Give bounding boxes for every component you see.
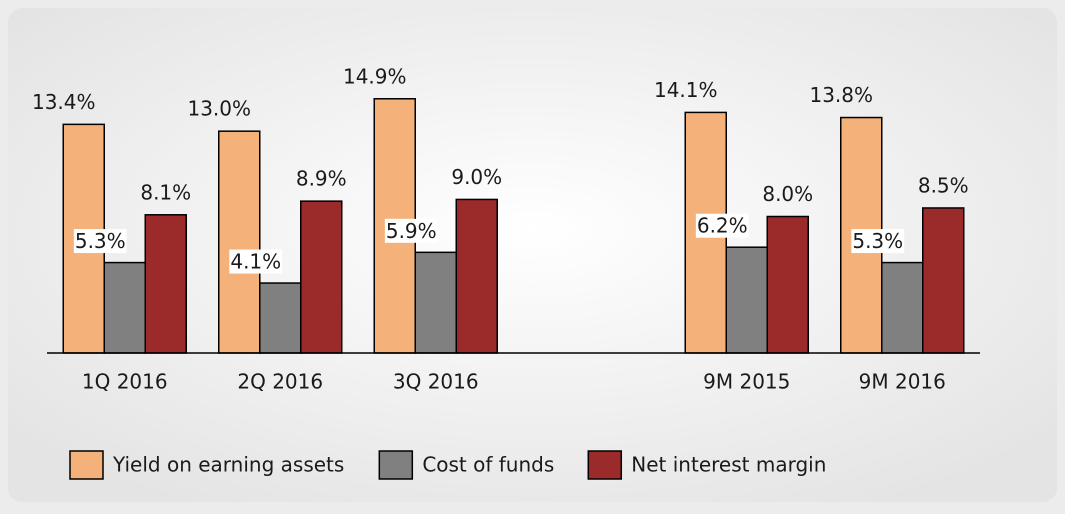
- value-label: 13.8%: [809, 83, 873, 107]
- legend-label: Net interest margin: [631, 453, 826, 477]
- value-label: 6.2%: [697, 214, 748, 238]
- value-label: 5.3%: [852, 229, 903, 253]
- x-tick-label: 9M 2016: [859, 370, 946, 394]
- legend-swatch: [587, 450, 623, 480]
- bar: [455, 198, 498, 354]
- x-tick-label: 1Q 2016: [82, 370, 168, 394]
- legend-label: Yield on earning assets: [112, 453, 344, 477]
- x-tick-label: 2Q 2016: [237, 370, 323, 394]
- panel: [8, 8, 1057, 502]
- legend-swatch: [378, 450, 414, 480]
- value-label: 14.1%: [654, 78, 718, 102]
- value-label: 13.0%: [187, 97, 251, 121]
- legend-label: Cost of funds: [422, 453, 554, 477]
- legend-swatch: [69, 450, 104, 480]
- value-label-bg: [384, 218, 438, 243]
- value-label: 8.5%: [918, 173, 969, 197]
- bar: [300, 200, 343, 354]
- x-tick-label: 9M 2015: [703, 370, 790, 394]
- value-label-bg: [695, 213, 749, 238]
- bar: [103, 261, 146, 354]
- value-label: 5.3%: [75, 229, 126, 253]
- bar: [414, 251, 457, 354]
- bar: [881, 261, 924, 354]
- bar: [259, 282, 302, 354]
- value-label-bg: [851, 229, 905, 254]
- value-label-bg: [73, 229, 127, 254]
- value-label: 8.1%: [140, 180, 191, 204]
- value-label: 8.9%: [296, 167, 347, 191]
- value-label: 9.0%: [451, 165, 502, 189]
- bar: [218, 130, 261, 354]
- value-label: 13.4%: [32, 90, 96, 114]
- value-label: 5.9%: [386, 219, 437, 243]
- value-label: 8.0%: [762, 182, 813, 206]
- value-label: 14.9%: [343, 64, 407, 88]
- value-label-bg: [229, 249, 283, 274]
- value-label: 4.1%: [230, 250, 281, 274]
- bar: [766, 215, 809, 354]
- legend: Yield on earning assets Cost of funds Net …: [69, 450, 826, 480]
- bar: [922, 207, 965, 354]
- bar: [144, 214, 187, 354]
- bar: [725, 246, 768, 354]
- plot-area: 1Q 2016 13.4% 5.3% 8.1% 2Q 2016 13.0% 4.1% 8.9%…: [32, 64, 980, 394]
- x-tick-label: 3Q 2016: [393, 370, 479, 394]
